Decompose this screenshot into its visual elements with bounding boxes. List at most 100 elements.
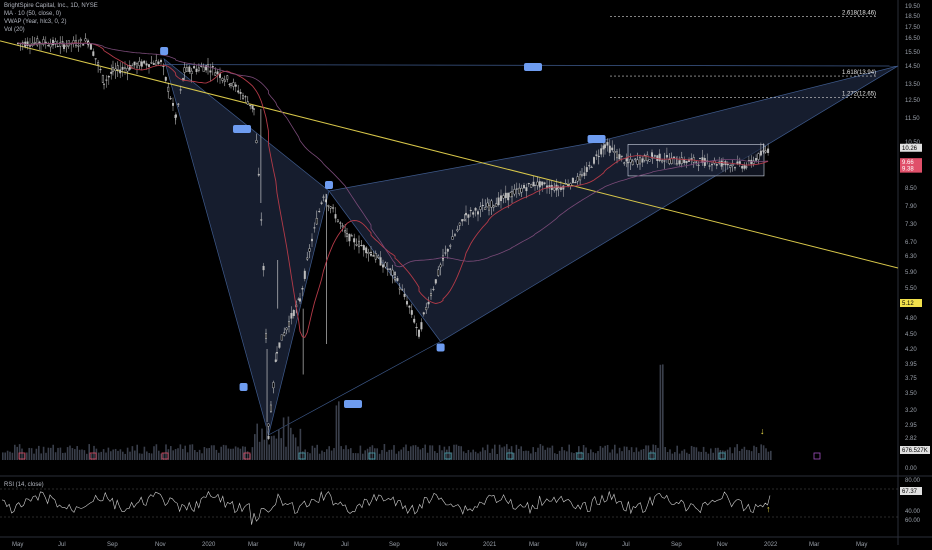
time-tick-label: Mar — [529, 542, 539, 548]
candle-body — [631, 160, 634, 165]
pattern-point-marker — [324, 181, 333, 189]
volume-bar — [702, 446, 705, 460]
yellow-price-tag-bg — [900, 299, 922, 307]
candle-body — [152, 63, 155, 65]
volume-bar — [40, 453, 42, 460]
candle-body — [334, 214, 337, 219]
ma-indicator-label[interactable]: MA · 10 (50, close, 0) — [4, 11, 62, 17]
candle-body — [720, 160, 723, 167]
candle-body — [504, 192, 507, 199]
volume-bar — [741, 448, 743, 460]
time-tick-label: May — [12, 542, 23, 548]
yellow-price-tag: 5.12 — [902, 301, 914, 307]
price-tick-label: 3.95 — [905, 362, 917, 368]
candle-body — [469, 209, 472, 211]
volume-bar — [182, 448, 184, 460]
volume-bar — [352, 453, 354, 460]
pattern-triangle-bcd — [328, 65, 899, 342]
price-tick-label: 7.30 — [905, 222, 917, 228]
candle-body — [159, 59, 162, 63]
volume-bar — [662, 364, 664, 460]
volume-bar — [90, 453, 93, 460]
candle-body — [711, 164, 714, 166]
volume-bar — [333, 448, 335, 460]
volume-bar — [335, 405, 338, 460]
volume-bar — [78, 449, 81, 460]
candle-body — [205, 65, 208, 71]
candle-body — [209, 70, 212, 73]
candle-body — [147, 64, 150, 67]
vwap-indicator-label[interactable]: VWAP (Year, hlc3, 0, 2) — [4, 19, 67, 25]
candle-body — [427, 302, 430, 305]
volume-bar — [239, 448, 242, 460]
candle-body — [386, 268, 389, 270]
candle-body — [454, 234, 457, 236]
volume-bar — [251, 447, 254, 460]
red-price-tag-2: 9.38 — [902, 167, 914, 173]
candle-body — [661, 160, 664, 163]
volume-bar — [134, 450, 136, 460]
volume-bar — [2, 452, 4, 460]
candle-body — [49, 43, 52, 48]
rsi-tick-label: 80.00 — [905, 478, 921, 484]
candle-body — [653, 155, 656, 157]
candle-body — [541, 181, 544, 186]
candle-body — [370, 253, 373, 256]
candle-body — [410, 310, 413, 315]
candle-body — [374, 253, 377, 260]
price-tick-label: 12.50 — [905, 98, 921, 104]
rsi-indicator-label[interactable]: RSI (14, close) — [4, 482, 44, 488]
volume-bar — [616, 453, 618, 460]
volume-bar — [395, 453, 398, 460]
volume-bar — [522, 451, 525, 460]
volume-bar — [568, 444, 570, 460]
volume-bar — [647, 445, 650, 460]
volume-bar — [129, 451, 131, 460]
candle-body — [495, 203, 498, 207]
volume-bar — [393, 445, 395, 460]
volume-bar — [513, 452, 515, 460]
candle-body — [94, 58, 97, 60]
candle-body — [729, 165, 732, 168]
event-arrow-down-icon: ↓ — [760, 426, 765, 436]
volume-bar — [167, 449, 170, 460]
symbol-label: BrightSpire Capital, Inc., 1D, NYSE — [4, 3, 98, 9]
volume-bar — [407, 450, 410, 460]
volume-bar — [237, 447, 239, 460]
volume-bar — [467, 449, 470, 460]
volume-bar — [362, 453, 364, 460]
candle-body — [608, 145, 611, 153]
volume-bar — [606, 444, 609, 460]
volume-bar — [50, 447, 52, 460]
volume-bar — [261, 428, 263, 460]
candle-body — [484, 207, 487, 210]
volume-bar — [570, 452, 573, 460]
candle-body — [292, 310, 295, 317]
pattern-point-marker — [233, 125, 251, 133]
candle-body — [408, 305, 411, 308]
time-tick-label: Mar — [248, 542, 258, 548]
volume-bar — [698, 451, 700, 460]
volume-bar — [477, 453, 479, 460]
candle-body — [401, 289, 404, 291]
candle-body — [422, 312, 425, 315]
volume-bar — [635, 447, 638, 460]
candle-body — [372, 255, 375, 257]
volume-bar — [119, 449, 122, 460]
candle-body — [177, 103, 180, 105]
candle-body — [752, 160, 755, 164]
candle-body — [676, 163, 679, 166]
volume-bar — [227, 448, 230, 460]
volume-bar — [153, 446, 155, 460]
volume-bar — [405, 444, 407, 460]
volume-bar — [599, 446, 602, 460]
candle-body — [92, 51, 95, 56]
pattern-triangle-xab — [163, 58, 330, 437]
volume-indicator-label[interactable]: Vol (20) — [4, 27, 25, 33]
candle-body — [722, 163, 725, 165]
volume-bar — [496, 453, 498, 460]
candle-body — [579, 174, 582, 181]
event-marker — [89, 452, 97, 460]
candle-body — [276, 352, 279, 354]
